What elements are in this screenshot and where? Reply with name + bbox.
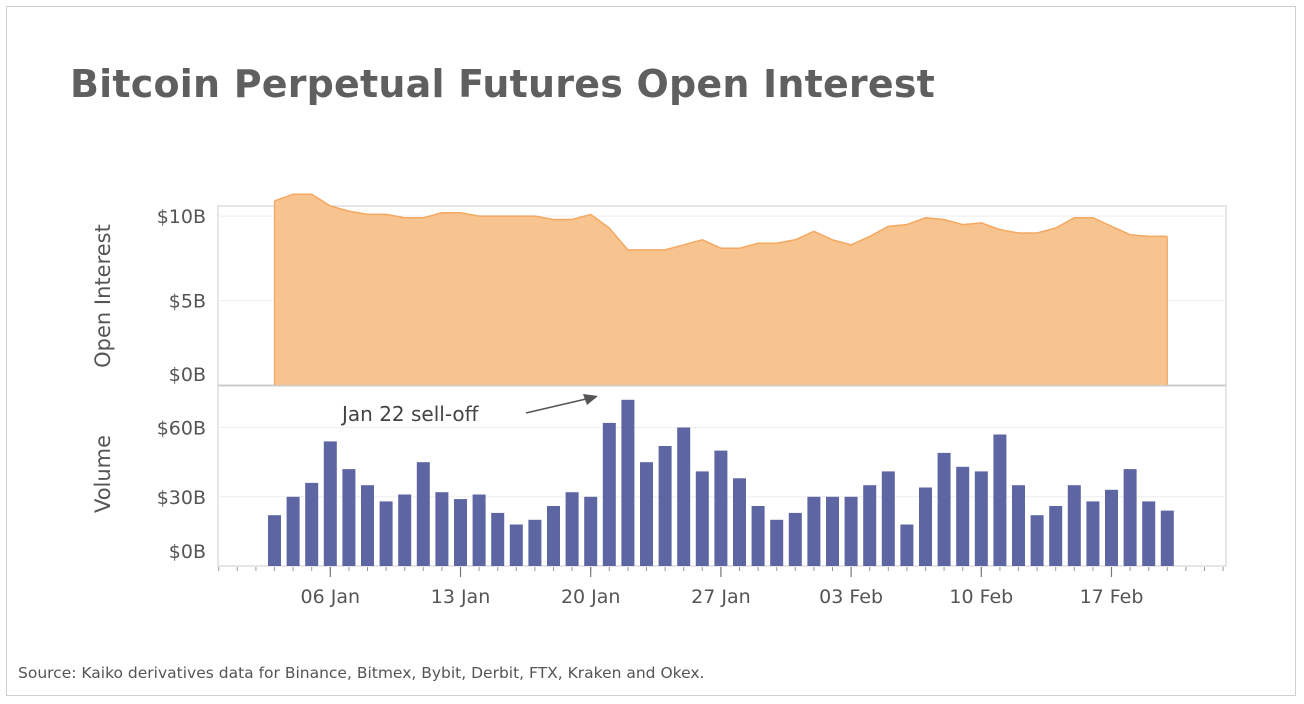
volume-y-tick-label: $30B bbox=[157, 487, 206, 509]
x-tick-label: 10 Feb bbox=[949, 586, 1013, 608]
source-note: Source: Kaiko derivatives data for Binan… bbox=[18, 664, 705, 682]
volume-bar bbox=[435, 492, 449, 566]
volume-bar bbox=[993, 434, 1007, 566]
volume-bar bbox=[658, 446, 672, 566]
volume-bar bbox=[919, 487, 932, 566]
oi-y-tick-label: $0B bbox=[169, 364, 206, 386]
volume-y-tick-label: $0B bbox=[169, 541, 206, 563]
volume-bar bbox=[286, 496, 300, 566]
volume-bar bbox=[491, 512, 505, 566]
volume-bar bbox=[807, 496, 821, 566]
x-tick-label: 17 Feb bbox=[1080, 586, 1144, 608]
volume-bar bbox=[602, 422, 616, 566]
volume-bar bbox=[751, 506, 765, 566]
volume-bar bbox=[1049, 506, 1063, 566]
volume-bar bbox=[509, 524, 523, 566]
annotation-arrow-line bbox=[525, 398, 587, 414]
volume-bar bbox=[305, 482, 319, 566]
x-tick-label: 20 Jan bbox=[561, 586, 621, 608]
x-tick-label: 13 Jan bbox=[431, 586, 491, 608]
volume-bar bbox=[584, 496, 598, 566]
oi-y-tick-label: $10B bbox=[157, 206, 206, 228]
x-axis: 06 Jan 13 Jan 20 Jan 27 Jan 03 Feb 10 Feb 17 F… bbox=[218, 567, 1224, 608]
volume-bar bbox=[881, 471, 895, 566]
annotation: Jan 22 sell-off bbox=[340, 394, 598, 426]
open-interest-axis-label: Open Interest bbox=[91, 224, 115, 368]
volume-bar bbox=[361, 485, 374, 566]
volume-bar bbox=[1105, 489, 1118, 566]
x-tick-label: 27 Jan bbox=[691, 586, 751, 608]
volume-bar bbox=[1067, 485, 1081, 566]
volume-bar bbox=[1160, 510, 1174, 566]
volume-bar bbox=[640, 462, 653, 566]
volume-bar bbox=[565, 492, 579, 566]
volume-y-tick-label: $60B bbox=[157, 418, 206, 440]
chart-title: Bitcoin Perpetual Futures Open Interest bbox=[70, 62, 936, 106]
volume-bar bbox=[472, 494, 486, 566]
volume-bar bbox=[974, 471, 988, 566]
x-tick-label: 06 Jan bbox=[301, 586, 361, 608]
volume-bar bbox=[788, 512, 802, 566]
open-interest-panel: $0B $5B $10B bbox=[157, 193, 1227, 386]
annotation-text: Jan 22 sell-off bbox=[340, 402, 480, 426]
annotation-arrowhead bbox=[583, 394, 598, 405]
volume-bar bbox=[770, 519, 784, 566]
volume-bar bbox=[844, 496, 858, 566]
volume-bar bbox=[677, 427, 691, 566]
volume-bar bbox=[956, 466, 970, 566]
x-tick-label: 03 Feb bbox=[819, 586, 883, 608]
volume-bar bbox=[621, 399, 635, 566]
volume-bar bbox=[937, 452, 951, 566]
volume-bar bbox=[528, 519, 542, 566]
open-interest-area bbox=[274, 194, 1168, 385]
volume-bar bbox=[733, 478, 746, 566]
volume-bar bbox=[268, 515, 281, 566]
volume-bar bbox=[342, 469, 356, 566]
volume-bar bbox=[416, 462, 430, 566]
volume-bar bbox=[323, 441, 337, 566]
volume-bar bbox=[826, 496, 839, 566]
volume-bar bbox=[1123, 469, 1137, 566]
volume-bar bbox=[398, 494, 412, 566]
volume-bar bbox=[1086, 501, 1100, 566]
volume-bar bbox=[900, 524, 914, 566]
open-interest-line bbox=[274, 193, 1168, 251]
volume-bar bbox=[547, 506, 560, 566]
volume-bar bbox=[695, 471, 709, 566]
volume-axis-label: Volume bbox=[91, 435, 115, 513]
volume-bar bbox=[1012, 485, 1025, 566]
volume-bar bbox=[454, 499, 467, 566]
volume-bar bbox=[714, 450, 728, 566]
volume-bar bbox=[863, 485, 877, 566]
volume-bar bbox=[1142, 501, 1156, 566]
volume-bar bbox=[1030, 515, 1044, 566]
volume-panel: $0B $30B $60B bbox=[157, 385, 1227, 567]
volume-bar bbox=[379, 501, 393, 566]
oi-y-tick-label: $5B bbox=[169, 291, 206, 313]
